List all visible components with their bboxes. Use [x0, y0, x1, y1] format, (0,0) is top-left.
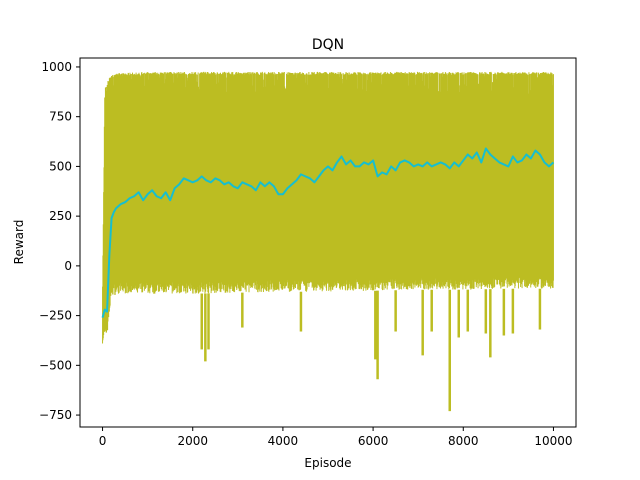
x-tick-label: 8000	[448, 434, 479, 448]
plot-frame	[79, 57, 577, 428]
x-axis: 0 2000 4000 6000 8000 10000	[99, 427, 573, 448]
x-axis-label: Episode	[304, 456, 351, 470]
y-tick-label: −250	[39, 309, 72, 323]
y-tick-label: 1000	[41, 60, 72, 74]
y-tick-label: 250	[49, 209, 72, 223]
x-tick-label: 4000	[268, 434, 299, 448]
y-tick-label: 500	[49, 159, 72, 173]
chart-title: DQN	[312, 37, 344, 53]
y-tick-label: 750	[49, 110, 72, 124]
x-tick-label: 10000	[534, 434, 572, 448]
plot-area	[101, 71, 555, 412]
y-tick-label: 0	[64, 259, 72, 273]
x-tick-label: 2000	[177, 434, 208, 448]
moving-average-series	[101, 147, 555, 318]
x-tick-label: 0	[99, 434, 107, 448]
x-tick-label: 6000	[358, 434, 389, 448]
y-tick-label: −500	[39, 358, 72, 372]
y-axis-label: Reward	[12, 220, 26, 265]
y-axis: −750 −500 −250 0 250 500 750 1000	[39, 60, 80, 422]
y-tick-label: −750	[39, 408, 72, 422]
